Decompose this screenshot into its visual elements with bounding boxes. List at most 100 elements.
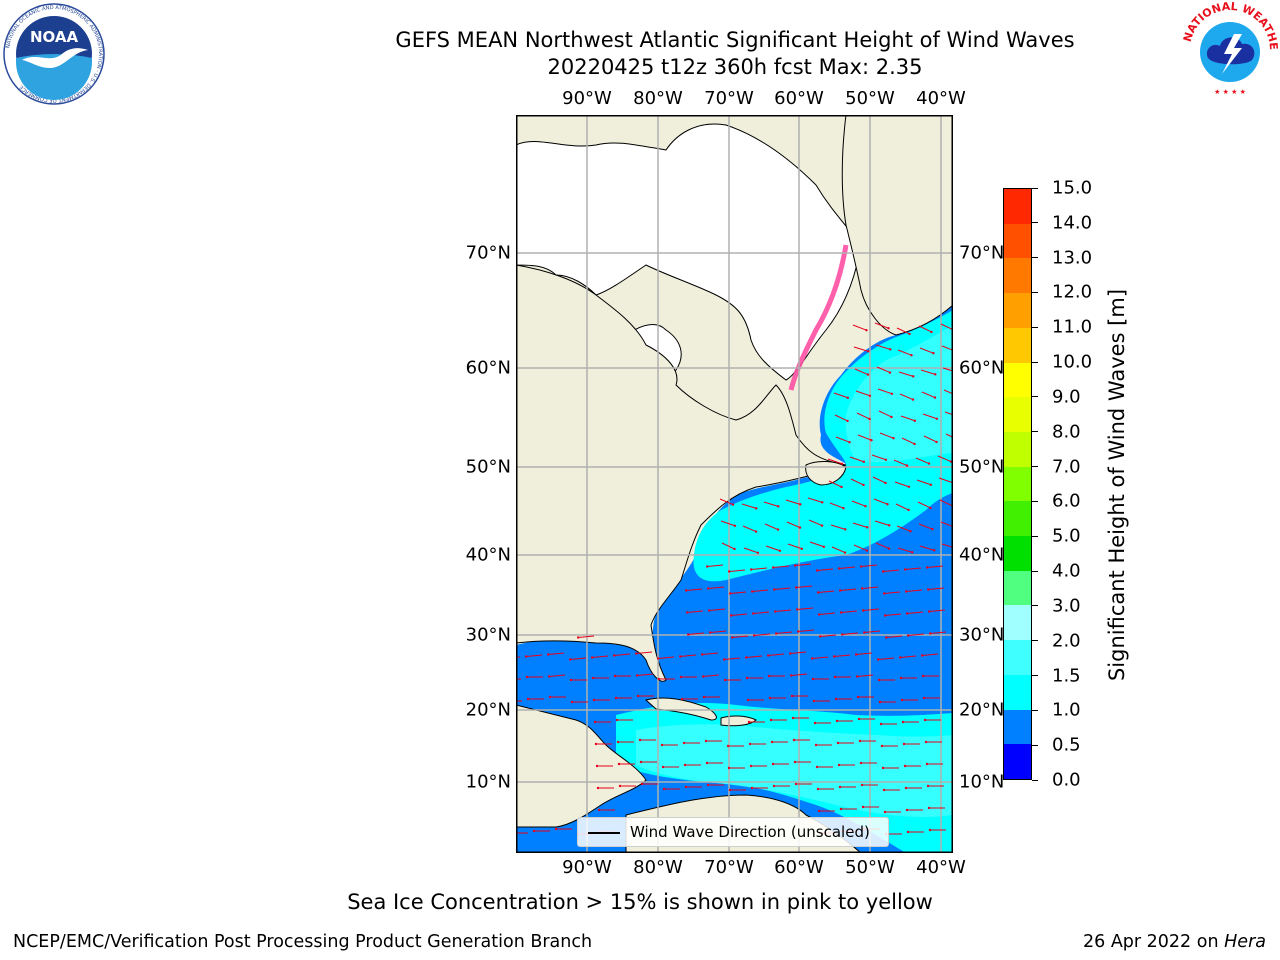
- wave-direction-arrowhead: [750, 786, 754, 790]
- colorbar-tick-label: 3.0: [1052, 595, 1081, 617]
- wave-direction-arrowhead: [684, 785, 688, 789]
- wave-direction-arrow: [921, 391, 936, 399]
- cuba-island: [644, 697, 717, 721]
- wave-direction-arrowhead: [932, 351, 935, 355]
- wave-direction-arrowhead: [683, 763, 687, 767]
- wave-direction-arrowhead: [554, 827, 558, 831]
- wave-direction-arrowhead: [590, 656, 594, 659]
- wave-direction-arrowhead: [791, 716, 795, 720]
- wave-direction-arrow: [899, 393, 914, 401]
- colorbar-tick-mark: [1032, 431, 1038, 433]
- wave-direction-arrowhead: [750, 590, 754, 593]
- wave-direction-arrow: [853, 544, 868, 552]
- wave-direction-arrowhead: [862, 631, 866, 634]
- colorbar-segment: [1004, 431, 1031, 467]
- wave-direction-arrowhead: [904, 786, 908, 790]
- wave-direction-arrowhead: [657, 677, 661, 681]
- wave-direction-arrow: [774, 587, 791, 590]
- wave-direction-arrow: [751, 567, 768, 570]
- wave-direction-arrow: [754, 633, 771, 636]
- wave-direction-arrowhead: [839, 807, 843, 811]
- wave-direction-arrow: [764, 523, 779, 531]
- wave-direction-arrow: [791, 673, 808, 676]
- wave-direction-arrowhead: [733, 524, 737, 527]
- wave-direction-arrowhead: [913, 442, 916, 446]
- wave-direction-arrow: [658, 656, 675, 659]
- wave-direction-arrow: [680, 654, 697, 657]
- north-america-landmass: [516, 264, 847, 682]
- wave-direction-arrowhead: [906, 830, 910, 834]
- wave-direction-arrow: [686, 588, 703, 591]
- lon-label-bottom-6: 40°W: [916, 857, 966, 878]
- wave-direction-arrowhead: [771, 762, 775, 766]
- wave-direction-arrowhead: [756, 551, 760, 554]
- wave-height-map: [516, 115, 953, 853]
- wave-direction-arrow: [893, 459, 908, 467]
- wave-direction-arrow: [707, 564, 724, 567]
- legend-line-sample: [588, 832, 620, 834]
- wave-direction-arrowhead: [749, 764, 753, 768]
- wave-direction-arrowhead: [870, 438, 873, 442]
- colorbar-tick-mark: [1032, 326, 1038, 328]
- colorbar-tick-label: 15.0: [1052, 177, 1093, 199]
- wave-direction-arrowhead: [636, 694, 640, 698]
- wave-direction-arrow: [874, 322, 889, 329]
- wave-direction-arrowhead: [794, 586, 798, 589]
- wave-direction-arrowhead: [903, 568, 907, 571]
- wave-direction-arrow: [872, 476, 886, 484]
- wave-direction-arrowhead: [595, 764, 599, 768]
- lat-label-left-70: 70°N: [465, 242, 511, 264]
- wave-direction-arrowhead: [660, 743, 664, 747]
- wave-direction-arrow: [908, 633, 925, 636]
- wave-direction-arrowhead: [840, 633, 844, 636]
- svg-text:★ ★ ★ ★: ★ ★ ★ ★: [1214, 88, 1246, 96]
- wave-direction-arrowhead: [613, 674, 617, 678]
- wave-direction-arrowhead: [820, 524, 824, 527]
- colorbar-tick-mark: [1032, 605, 1038, 607]
- wave-direction-arrow: [877, 388, 893, 395]
- wave-direction-arrowhead: [883, 810, 887, 814]
- wave-direction-arrow: [853, 346, 869, 352]
- colorbar-segment: [1004, 501, 1031, 537]
- noaa-logo-text: NOAA: [30, 28, 79, 46]
- wave-direction-arrowhead: [878, 700, 882, 704]
- wave-direction-arrow: [730, 591, 747, 594]
- wave-direction-arrow: [849, 456, 865, 463]
- wave-direction-arrow: [753, 611, 770, 614]
- colorbar-tick-mark: [1032, 709, 1038, 711]
- colorbar-tick-mark: [1032, 396, 1038, 398]
- wave-direction-arrow: [883, 569, 900, 572]
- wave-direction-arrow: [841, 610, 858, 613]
- wave-direction-arrowhead: [843, 551, 847, 554]
- colorbar-tick-mark: [1032, 779, 1038, 781]
- colorbar-tick-label: 8.0: [1052, 421, 1081, 443]
- wave-direction-arrowhead: [684, 589, 688, 592]
- wave-direction-arrowhead: [882, 592, 886, 595]
- wave-direction-arrowhead: [920, 654, 924, 657]
- wave-direction-arrowhead: [722, 658, 726, 661]
- wave-direction-arrow: [874, 520, 890, 526]
- colorbar-segment: [1004, 223, 1031, 259]
- wave-direction-arrowhead: [547, 675, 551, 678]
- wave-direction-arrow: [829, 502, 844, 509]
- wave-direction-arrowhead: [706, 783, 710, 787]
- wave-direction-arrowhead: [835, 719, 839, 723]
- wave-direction-arrowhead: [910, 353, 913, 357]
- wave-direction-arrow: [817, 568, 834, 571]
- wave-direction-arrow: [897, 349, 912, 356]
- gulf-of-mexico: [530, 641, 624, 714]
- wave-direction-arrowhead: [817, 809, 821, 813]
- wave-direction-arrowhead: [774, 632, 778, 635]
- wave-direction-arrowhead: [846, 396, 850, 399]
- wave-direction-arrowhead: [933, 396, 937, 399]
- wave-direction-arrow: [720, 520, 736, 527]
- wave-direction-arrowhead: [548, 695, 552, 699]
- wave-direction-arrow: [854, 368, 869, 376]
- wave-direction-arrowhead: [889, 348, 892, 351]
- wave-direction-arrowhead: [778, 549, 782, 552]
- wind-wave-direction-arrows: [516, 322, 953, 836]
- wave-direction-arrowhead: [868, 394, 872, 397]
- wave-direction-arrow: [724, 657, 741, 660]
- legend-label: Wind Wave Direction (unscaled): [630, 823, 870, 841]
- colorbar-tick-mark: [1032, 361, 1038, 363]
